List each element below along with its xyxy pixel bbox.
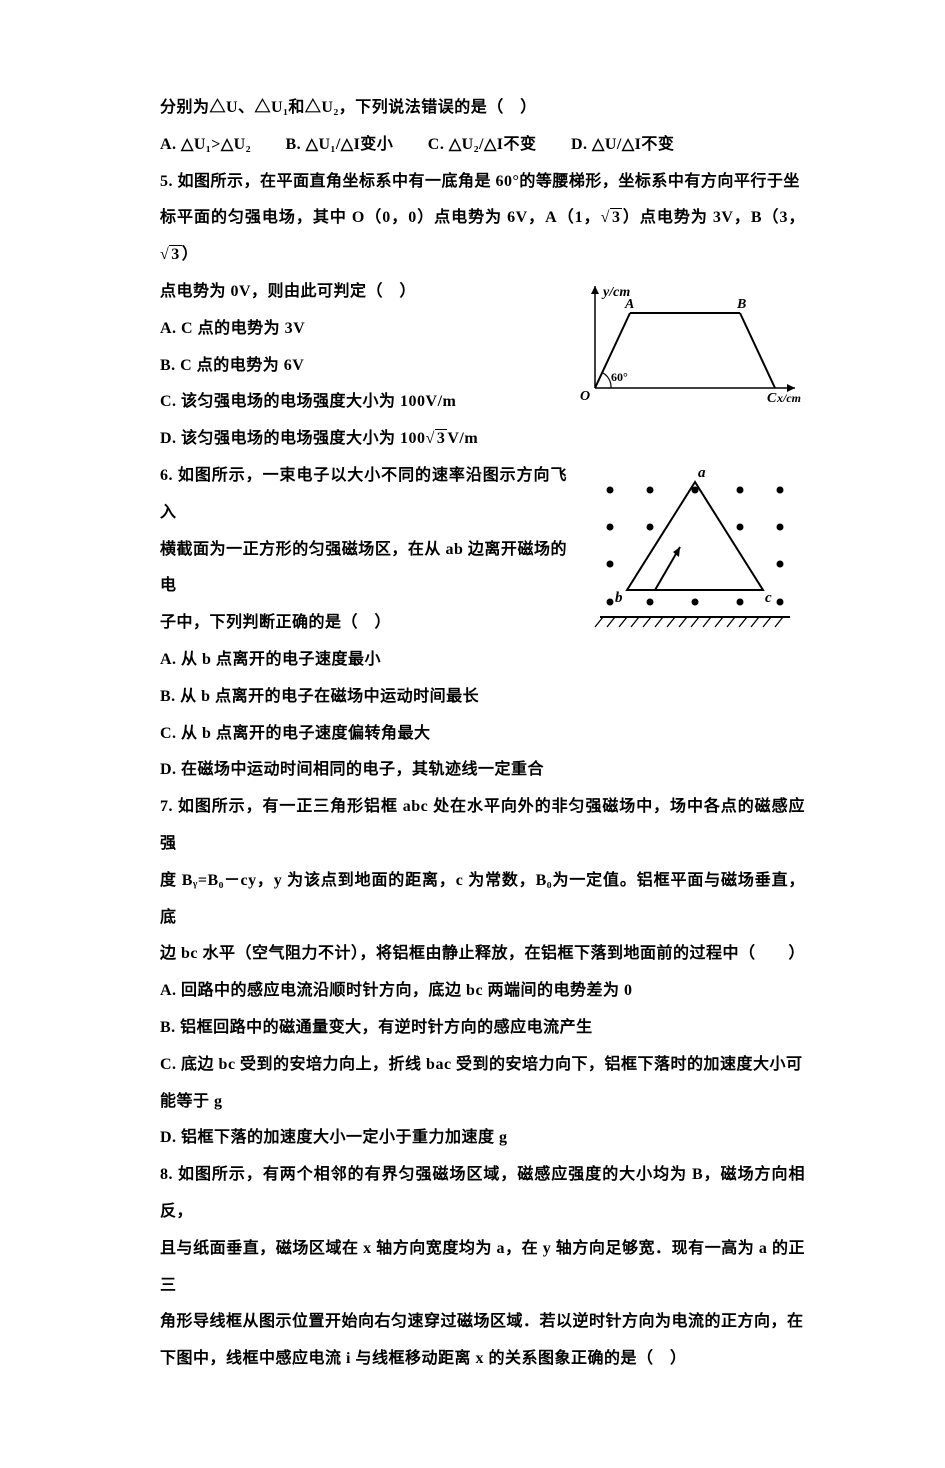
- q4-cont: 分别为△U、△U₁和△U₂，下列说法错误的是（ ）: [160, 90, 805, 127]
- q4-options: A. △U₁>△U₂ B. △U₁/△I变小 C. △U₂/△I不变 D. △U…: [160, 127, 805, 164]
- q4-optD: D. △U/△I不变: [571, 127, 674, 164]
- trapezoid-diagram: 60° y/cm A B O C x/cm: [575, 278, 805, 408]
- q4-optC: C. △U₂/△I不变: [428, 127, 537, 164]
- q5-l1b-mid: ）点电势为 3V，B（3，: [622, 209, 805, 226]
- q5-D: D. 该匀强电场的电场强度大小为 100 3V/m: [160, 421, 805, 458]
- q5-l1b-post: ）: [182, 246, 199, 263]
- q5-l1b: 标平面的匀强电场，其中 O（0，0）点电势为 6V，A（1，3）点电势为 3V，…: [160, 200, 805, 274]
- q7-l3: 边 bc 水平（空气阻力不计），将铝框由静止释放，在铝框下落到地面前的过程中（ …: [160, 936, 805, 973]
- sqrt-icon: 3: [601, 200, 623, 237]
- angle-label: 60°: [611, 370, 628, 384]
- pt-A: A: [624, 297, 634, 312]
- q5-l1b-pre: 标平面的匀强电场，其中 O（0，0）点电势为 6V，A（1，: [160, 209, 601, 226]
- q7-l2: 度 Bᵧ=B₀－cy，y 为该点到地面的距离，c 为常数，B₀为一定值。铝框平面…: [160, 863, 805, 937]
- q7-C2: 能等于 g: [160, 1084, 805, 1121]
- sqrt-icon: 3: [426, 421, 448, 458]
- pt-c: c: [765, 590, 772, 606]
- q5-l1b-sqrt: 3: [610, 208, 623, 226]
- q5-l1a: 5. 如图所示，在平面直角坐标系中有一底角是 60°的等腰梯形，坐标系中有方向平…: [160, 164, 805, 201]
- q5-figure: 60° y/cm A B O C x/cm: [575, 278, 805, 408]
- q5-D-pre: D. 该匀强电场的电场强度大小为 100: [160, 430, 426, 447]
- q6-B: B. 从 b 点离开的电子在磁场中运动时间最长: [160, 679, 805, 716]
- q8-l1: 8. 如图所示，有两个相邻的有界匀强磁场区域，磁感应强度的大小均为 B，磁场方向…: [160, 1157, 805, 1231]
- q6-C: C. 从 b 点离开的电子速度偏转角最大: [160, 716, 805, 753]
- q4-optB: B. △U₁/△I变小: [285, 127, 393, 164]
- q5-D-sqrt: 3: [435, 429, 448, 447]
- page: 分别为△U、△U₁和△U₂，下列说法错误的是（ ） A. △U₁>△U₂ B. …: [0, 0, 945, 1468]
- q5-D-post: V/m: [447, 430, 478, 447]
- q8-l4: 下图中，线框中感应电流 i 与线框移动距离 x 的关系图象正确的是（ ）: [160, 1341, 805, 1378]
- q7-D: D. 铝框下落的加速度大小一定小于重力加速度 g: [160, 1120, 805, 1157]
- q8-l3: 角形导线框从图示位置开始向右匀速穿过磁场区域．若以逆时针方向为电流的正方向，在: [160, 1304, 805, 1341]
- pt-B: B: [736, 297, 746, 312]
- q7-A: A. 回路中的感应电流沿顺时针方向，底边 bc 两端间的电势差为 0: [160, 973, 805, 1010]
- q5-l1b-sqrt2: 3: [169, 245, 182, 263]
- q7-B: B. 铝框回路中的磁通量变大，有逆时针方向的感应电流产生: [160, 1010, 805, 1047]
- x-axis-label: x/cm: [776, 391, 801, 405]
- q8-l2: 且与纸面垂直，磁场区域在 x 轴方向宽度均为 a，在 y 轴方向足够宽．现有一高…: [160, 1231, 805, 1305]
- q7-l1: 7. 如图所示，有一正三角形铝框 abc 处在水平向外的非匀强磁场中，场中各点的…: [160, 789, 805, 863]
- field-dots: [607, 486, 784, 605]
- q7-C1: C. 底边 bc 受到的安培力向上，折线 bac 受到的安培力向下，铝框下落时的…: [160, 1047, 805, 1084]
- pt-C: C: [767, 391, 777, 406]
- q6-figure: a b c: [585, 462, 805, 642]
- pt-a: a: [698, 465, 706, 481]
- ground-hatch: [595, 617, 783, 627]
- q4-optA: A. △U₁>△U₂: [160, 127, 251, 164]
- sqrt-icon: 3: [160, 237, 182, 274]
- pt-b: b: [615, 590, 623, 606]
- q6-A: A. 从 b 点离开的电子速度最小: [160, 642, 805, 679]
- triangle-field-diagram: a b c: [585, 462, 805, 642]
- pt-O: O: [580, 389, 590, 404]
- q6-D: D. 在磁场中运动时间相同的电子，其轨迹线一定重合: [160, 752, 805, 789]
